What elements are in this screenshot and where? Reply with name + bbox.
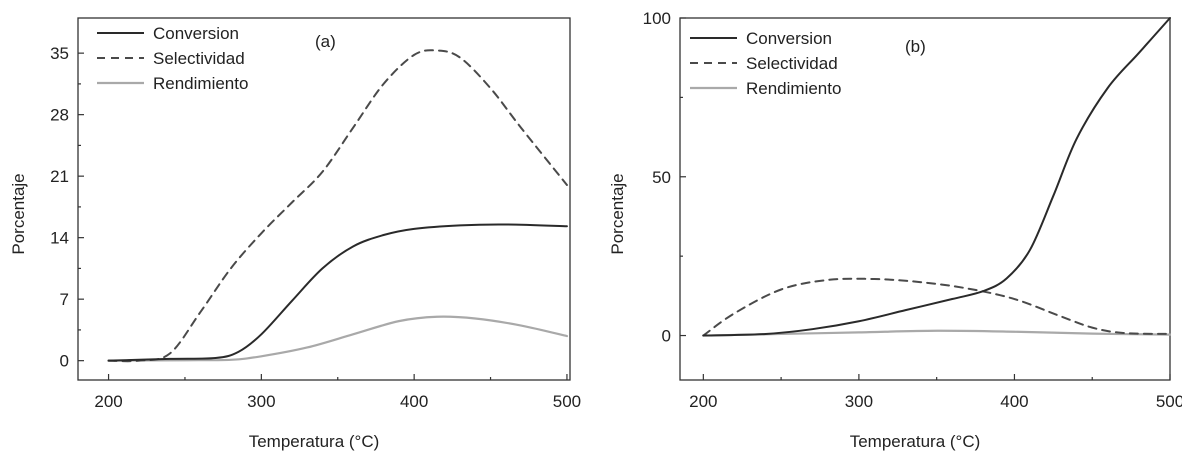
series-line-selectividad [107, 49, 568, 363]
x-tick-label: 300 [247, 392, 275, 411]
x-tick-label: 400 [400, 392, 428, 411]
chart-panel-a: 200 300 400 500 0 7 14 21 28 35 Temperatura (°C) Po… [9, 17, 581, 451]
plot-frame [77, 17, 571, 381]
x-axis-title: Temperatura (°C) [850, 432, 981, 451]
x-tick-label: 300 [845, 392, 873, 411]
x-tick-label: 500 [553, 392, 581, 411]
series-line-selectividad [702, 277, 1171, 337]
chart-panel-b: 200 300 400 500 0 50 100 Temperatura (°C) Porcen… [608, 9, 1182, 451]
y-axis-title: Porcentaje [608, 173, 627, 254]
legend-label-selectividad: Selectividad [153, 49, 245, 68]
x-axis-title: Temperatura (°C) [249, 432, 380, 451]
y-tick-label: 28 [50, 106, 69, 125]
series-line-rendimiento [107, 315, 569, 362]
y-tick-label: 0 [662, 327, 671, 346]
y-tick-label: 21 [50, 167, 69, 186]
legend-label-rendimiento: Rendimiento [746, 79, 841, 98]
x-tick-label: 200 [689, 392, 717, 411]
plot-frame [679, 17, 1171, 381]
y-axis-title: Porcentaje [9, 173, 28, 254]
panel-label: (b) [905, 37, 926, 56]
y-tick-label: 0 [60, 352, 69, 371]
x-tick-label: 200 [94, 392, 122, 411]
x-tick-label: 500 [1156, 392, 1182, 411]
legend-label-selectividad: Selectividad [746, 54, 838, 73]
y-tick-label: 35 [50, 44, 69, 63]
legend-label-conversion: Conversion [153, 24, 239, 43]
y-tick-label: 100 [643, 9, 671, 28]
y-tick-label: 14 [50, 229, 69, 248]
panel-label: (a) [315, 32, 336, 51]
legend-label-rendimiento: Rendimiento [153, 74, 248, 93]
series-line-conversion [702, 17, 1171, 337]
series-line-conversion [107, 223, 568, 362]
legend-label-conversion: Conversion [746, 29, 832, 48]
y-tick-label: 7 [60, 290, 69, 309]
x-tick-label: 400 [1000, 392, 1028, 411]
series-line-rendimiento [702, 329, 1172, 337]
y-tick-label: 50 [652, 168, 671, 187]
